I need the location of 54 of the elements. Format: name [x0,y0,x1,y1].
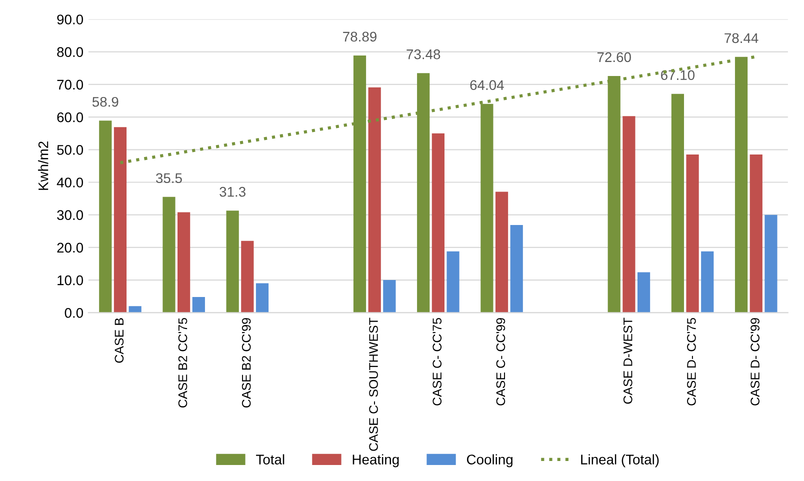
x-tick-label: CASE C- CC'99 [496,318,506,406]
x-tick-label: CASE D- CC'75 [687,318,696,406]
y-tick-label: 80.0 [57,47,84,58]
y-tick-label: 0.0 [64,308,84,318]
x-tick-label: CASE C- CC'75 [432,318,442,406]
bar [368,87,381,313]
data-label: 64.04 [470,80,504,90]
y-tick-label: 20.0 [57,242,84,253]
data-label: 58.9 [92,96,118,107]
y-tick-label: 50.0 [57,144,84,155]
data-label: 72.60 [597,52,631,62]
bar [701,251,714,313]
y-tick-label: 10.0 [58,275,84,286]
bar [226,210,239,313]
bar [241,240,254,313]
bar [446,251,460,313]
bar [432,133,444,313]
x-tick-label: CASE C- SOUTHWEST [369,318,378,451]
x-tick-label: CASE D- CC'99 [750,318,760,406]
bar [750,154,762,313]
data-label: 35.5 [156,173,182,184]
y-tick-label: 70.0 [57,80,84,90]
y-tick-label: 30.0 [57,210,84,220]
legend-label: Cooling [466,454,512,468]
bar [128,306,142,313]
x-tick-label: CASE B2 CC'75 [178,318,188,408]
legend-label: Heating [352,454,399,468]
bar [256,283,269,313]
x-tick-label: CASE B [114,318,124,363]
y-tick-label: 60.0 [57,112,84,122]
y-tick-label: 40.0 [56,178,84,188]
data-label: 78.89 [343,32,376,42]
data-label: 78.44 [724,33,758,44]
bar [671,94,684,313]
x-tick-label: CASE B2 CC'99 [242,318,251,408]
bar [686,154,699,313]
bar [192,297,205,313]
bar [510,224,523,313]
bar [99,120,112,313]
x-tick-label: CASE D-WEST [623,318,632,404]
legend-label: Lineal (Total) [581,454,659,468]
bar [114,127,127,313]
bar [637,272,650,313]
bar [495,192,508,313]
bar [764,214,778,313]
data-label: 73.48 [406,49,440,60]
bar [383,280,396,313]
bar [178,212,190,313]
legend-label: Total [256,454,284,464]
bar [162,196,176,313]
y-tick-label: 90.0 [57,14,84,24]
data-label: 31.3 [220,186,246,197]
bar [622,116,636,313]
y-axis-title: Kwh/m2 [38,142,48,190]
